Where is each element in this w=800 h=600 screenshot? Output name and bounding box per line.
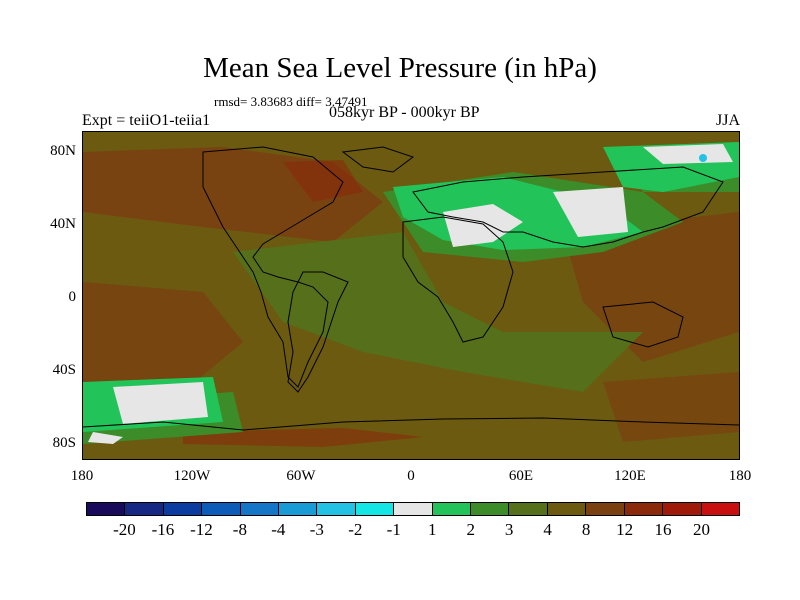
colorbar-swatch [87,503,126,515]
field-near-zero-central-asia [553,187,628,237]
colorbar-swatch [624,503,664,515]
lon-label-120e: 120E [614,468,646,484]
coastline-africa [402,216,514,343]
colorbar-swatch [202,503,241,515]
colorbar-swatch [163,503,203,515]
season-label: JJA [716,112,741,129]
colorbar-swatch [240,503,280,515]
colorbar [86,502,740,516]
colorbar-tick-label: 12 [616,520,634,539]
map-title: Mean Sea Level Pressure (in hPa) [203,52,597,84]
colorbar-swatch [586,503,625,515]
coastline-greenland [341,146,415,173]
colorbar-swatch [394,503,433,515]
map-panel [82,131,740,460]
colorbar-tick-label: -12 [190,520,213,539]
lat-label-equator: 0 [68,289,77,305]
lon-label-60e: 60E [508,468,534,484]
colorbar-swatch [279,503,318,515]
colorbar-swatch [547,503,587,515]
coastline-antarctica [83,417,739,431]
colorbar-swatch [701,503,739,515]
field-hotspot-north-america [283,160,363,202]
colorbar-tick-label: 20 [693,520,711,539]
colorbar-tick-label: -20 [113,520,136,539]
lat-label-40s: 40S [52,362,76,378]
pressure-difference-map [83,132,739,459]
colorbar-swatch [432,503,472,515]
colorbar-tick-label: -1 [386,520,401,539]
stats-text: rmsd= 3.83683 diff= 3.47491 [214,94,368,109]
colorbar-tick-label: 8 [581,520,591,539]
field-near-zero-south-pacific [113,382,208,424]
colorbar-swatch [509,503,548,515]
colorbar-tick-label: 16 [654,520,672,539]
field-hotspot-antarctic [183,428,423,447]
field-near-zero-mediterranean [443,204,523,247]
colorbar-tick-label: 1 [427,520,437,539]
colorbar-tick-label: -4 [271,520,286,539]
lon-label-120w: 120W [173,468,211,484]
coastlines [83,146,739,431]
field-mid-band [233,232,643,392]
field-high-south-pacific [83,282,243,392]
colorbar-tick-label: 2 [466,520,475,539]
lat-label-40n: 40N [50,216,76,232]
colorbar-swatch [125,503,164,515]
lon-label-180e: 180 [728,468,752,484]
experiment-label: Expt = teiiO1-teiia1 [82,112,211,129]
period-label: 058kyr BP - 000kyr BP [329,104,480,121]
colorbar-tick-label: -3 [309,520,324,539]
lon-label-0: 0 [407,468,415,484]
coastline-americas [202,146,344,388]
colorbar-swatch [355,503,395,515]
colorbar-tick-label: 4 [543,520,552,539]
coastline-eurasia [412,166,724,248]
lat-label-80s: 80S [52,435,76,451]
colorbar-tick-label: -2 [348,520,363,539]
colorbar-tick-label: -16 [151,520,175,539]
lat-label-80n: 80N [50,143,76,159]
lon-label-60w: 60W [286,468,316,484]
coastline-australia [602,301,684,348]
field-high-south-indian [603,372,739,442]
colorbar-tick-label: 3 [504,520,514,539]
lon-label-180w: 180 [70,468,94,484]
field-negative-spot [699,154,707,162]
coastline-south-america [287,271,349,393]
colorbar-swatch [663,503,702,515]
colorbar-tick-label: -8 [232,520,247,539]
field-near-zero-siberia [643,144,733,164]
colorbar-swatch [317,503,356,515]
field-near-zero-antarctic [88,432,123,444]
colorbar-swatch [471,503,510,515]
